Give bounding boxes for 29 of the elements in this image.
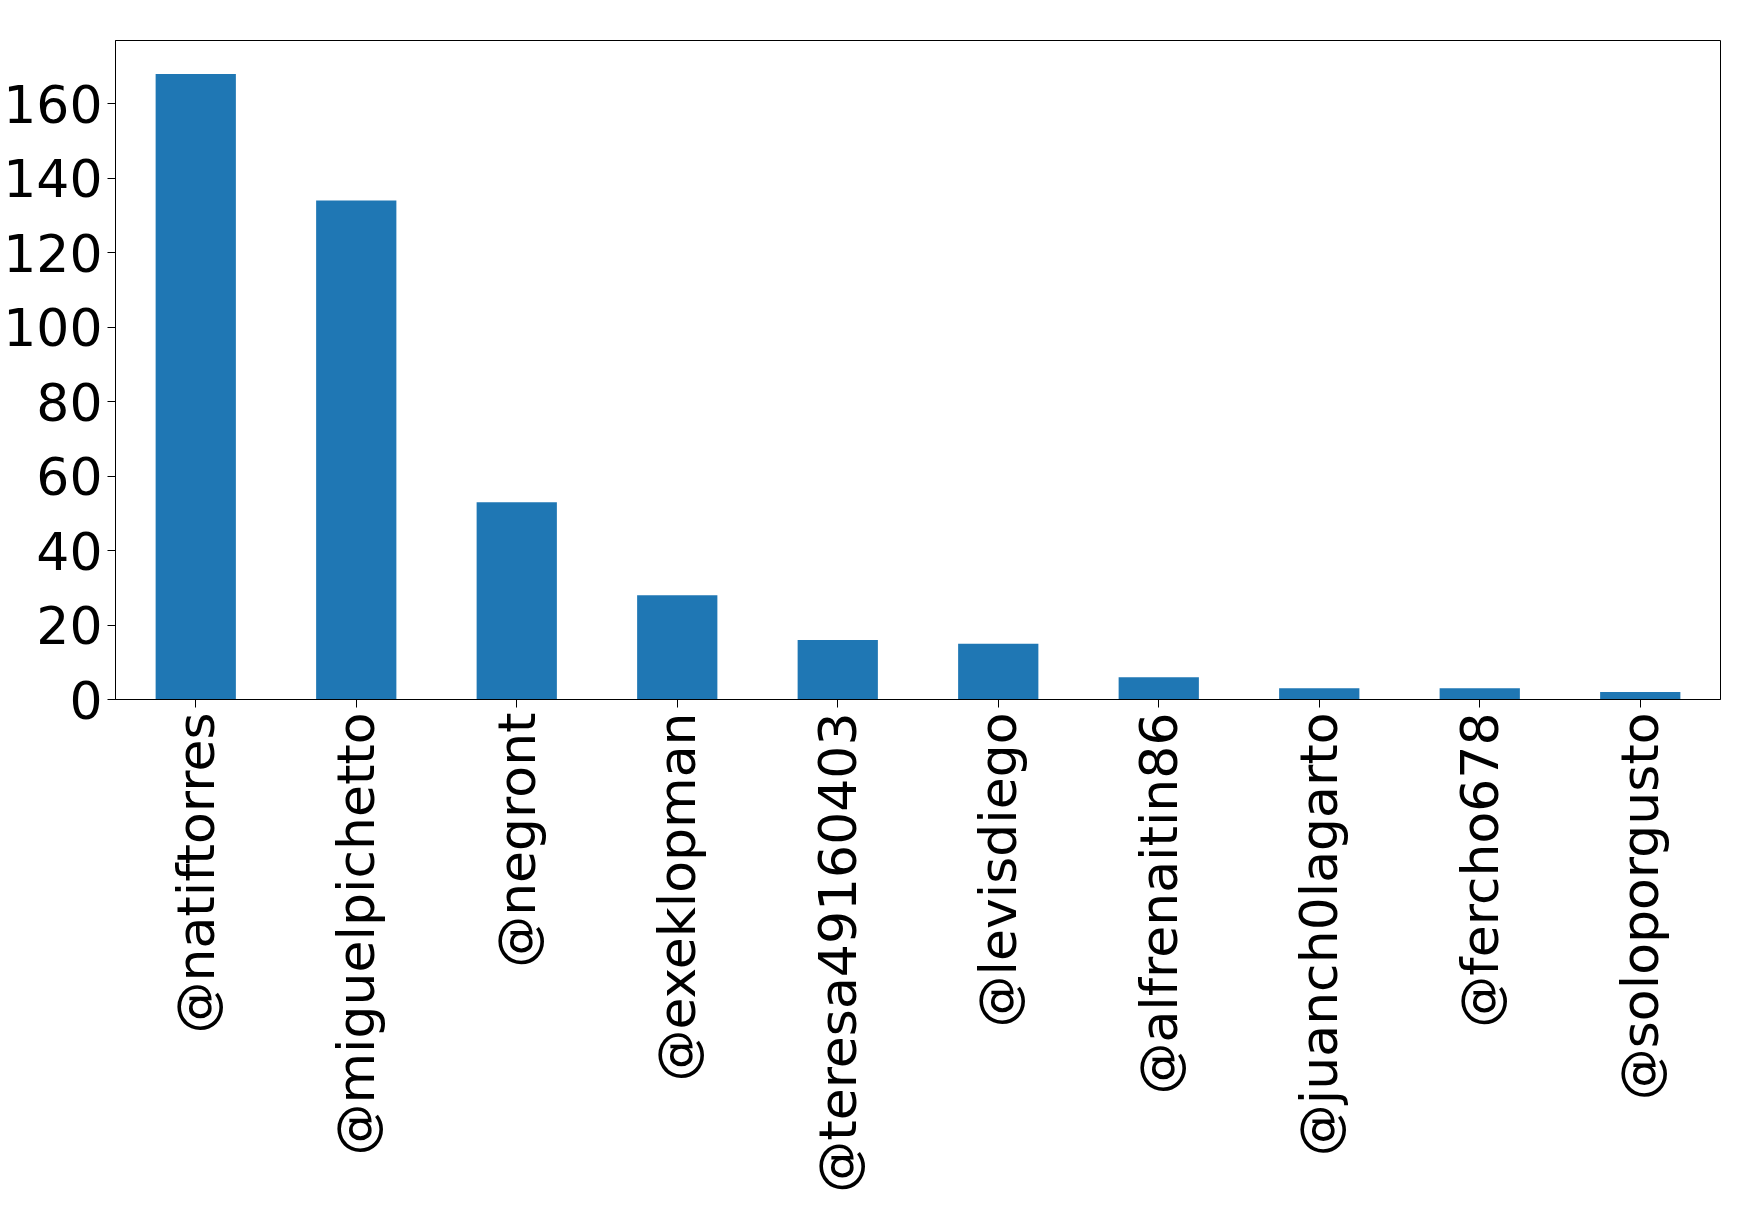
y-tick-label: 60 bbox=[36, 447, 103, 508]
bar bbox=[1439, 688, 1520, 700]
bar bbox=[155, 74, 236, 700]
bar bbox=[1118, 677, 1199, 700]
bar bbox=[316, 200, 397, 700]
y-tick-label: 40 bbox=[36, 521, 103, 582]
x-tick-label: @alfrenaitin86 bbox=[1128, 712, 1189, 1095]
y-tick-label: 80 bbox=[36, 372, 103, 433]
x-tick-label: @levisdiego bbox=[968, 712, 1029, 1028]
x-tick-label: @juanch0lagarto bbox=[1289, 712, 1350, 1157]
bar bbox=[637, 595, 718, 700]
x-tick-label: @negront bbox=[486, 712, 547, 968]
bar bbox=[797, 639, 878, 700]
x-tick-label: @miguelpichetto bbox=[326, 712, 387, 1156]
x-tick-label: @natiftorres bbox=[165, 712, 226, 1034]
x-tick-label: @teresa49160403 bbox=[807, 712, 868, 1193]
x-tick-label: @exeklopman bbox=[647, 712, 708, 1082]
y-tick-label: 120 bbox=[3, 223, 103, 284]
x-tick-label: @soloporgusto bbox=[1610, 712, 1671, 1101]
bar bbox=[1600, 692, 1681, 700]
bar bbox=[958, 643, 1039, 700]
bar bbox=[476, 502, 557, 700]
bar bbox=[1279, 688, 1360, 700]
y-tick-label: 20 bbox=[36, 596, 103, 657]
y-tick-label: 100 bbox=[3, 298, 103, 359]
y-tick-label: 140 bbox=[3, 149, 103, 210]
y-tick-label: 160 bbox=[3, 74, 103, 135]
y-tick-label: 0 bbox=[69, 670, 103, 731]
x-tick-label: @fercho678 bbox=[1449, 712, 1510, 1028]
